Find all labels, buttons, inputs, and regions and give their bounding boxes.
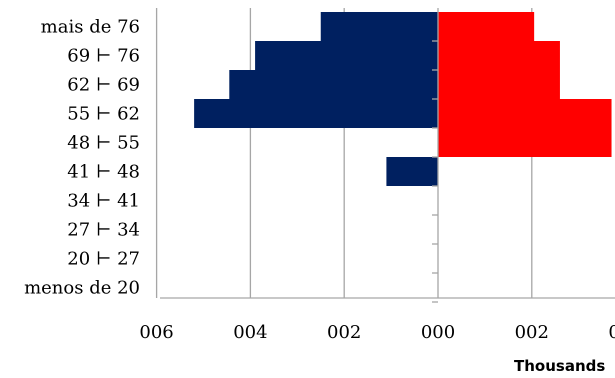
category-label-3: 55 ⊢ 62 [67,104,140,125]
bar-left-1 [255,41,438,70]
axes [160,8,615,303]
category-label-4: 48 ⊢ 55 [67,133,140,154]
bar-left-5 [386,157,438,186]
category-label-5: 41 ⊢ 48 [67,162,140,183]
category-label-8: 20 ⊢ 27 [67,249,140,270]
category-label-2: 62 ⊢ 69 [67,75,140,96]
category-label-9: menos de 20 [24,278,140,299]
bar-right-1 [438,41,560,70]
x-tick-label-0: 006 [139,322,173,343]
bars [194,12,612,186]
bar-right-4 [438,128,612,157]
category-label-1: 69 ⊢ 76 [67,46,140,67]
bar-left-2 [229,70,438,99]
x-tick-label-4: 002 [515,322,549,343]
category-labels: mais de 76 69 ⊢ 76 62 ⊢ 69 55 ⊢ 62 48 ⊢ 55 41… [24,17,140,299]
x-tick-label-3: 000 [421,322,455,343]
bar-right-3 [438,99,612,128]
bar-left-0 [320,12,438,41]
category-label-6: 34 ⊢ 41 [67,191,140,212]
x-tick-label-5: 004 [608,322,615,343]
bar-right-2 [438,70,560,99]
category-label-7: 27 ⊢ 34 [67,220,140,241]
category-label-0: mais de 76 [41,17,140,38]
bar-left-3 [194,99,438,128]
bar-right-0 [438,12,535,41]
x-tick-label-2: 002 [327,322,361,343]
x-tick-labels: 006 004 002 000 002 004 [139,322,615,343]
x-tick-label-1: 004 [233,322,267,343]
x-axis-title: Thousands [514,357,605,375]
